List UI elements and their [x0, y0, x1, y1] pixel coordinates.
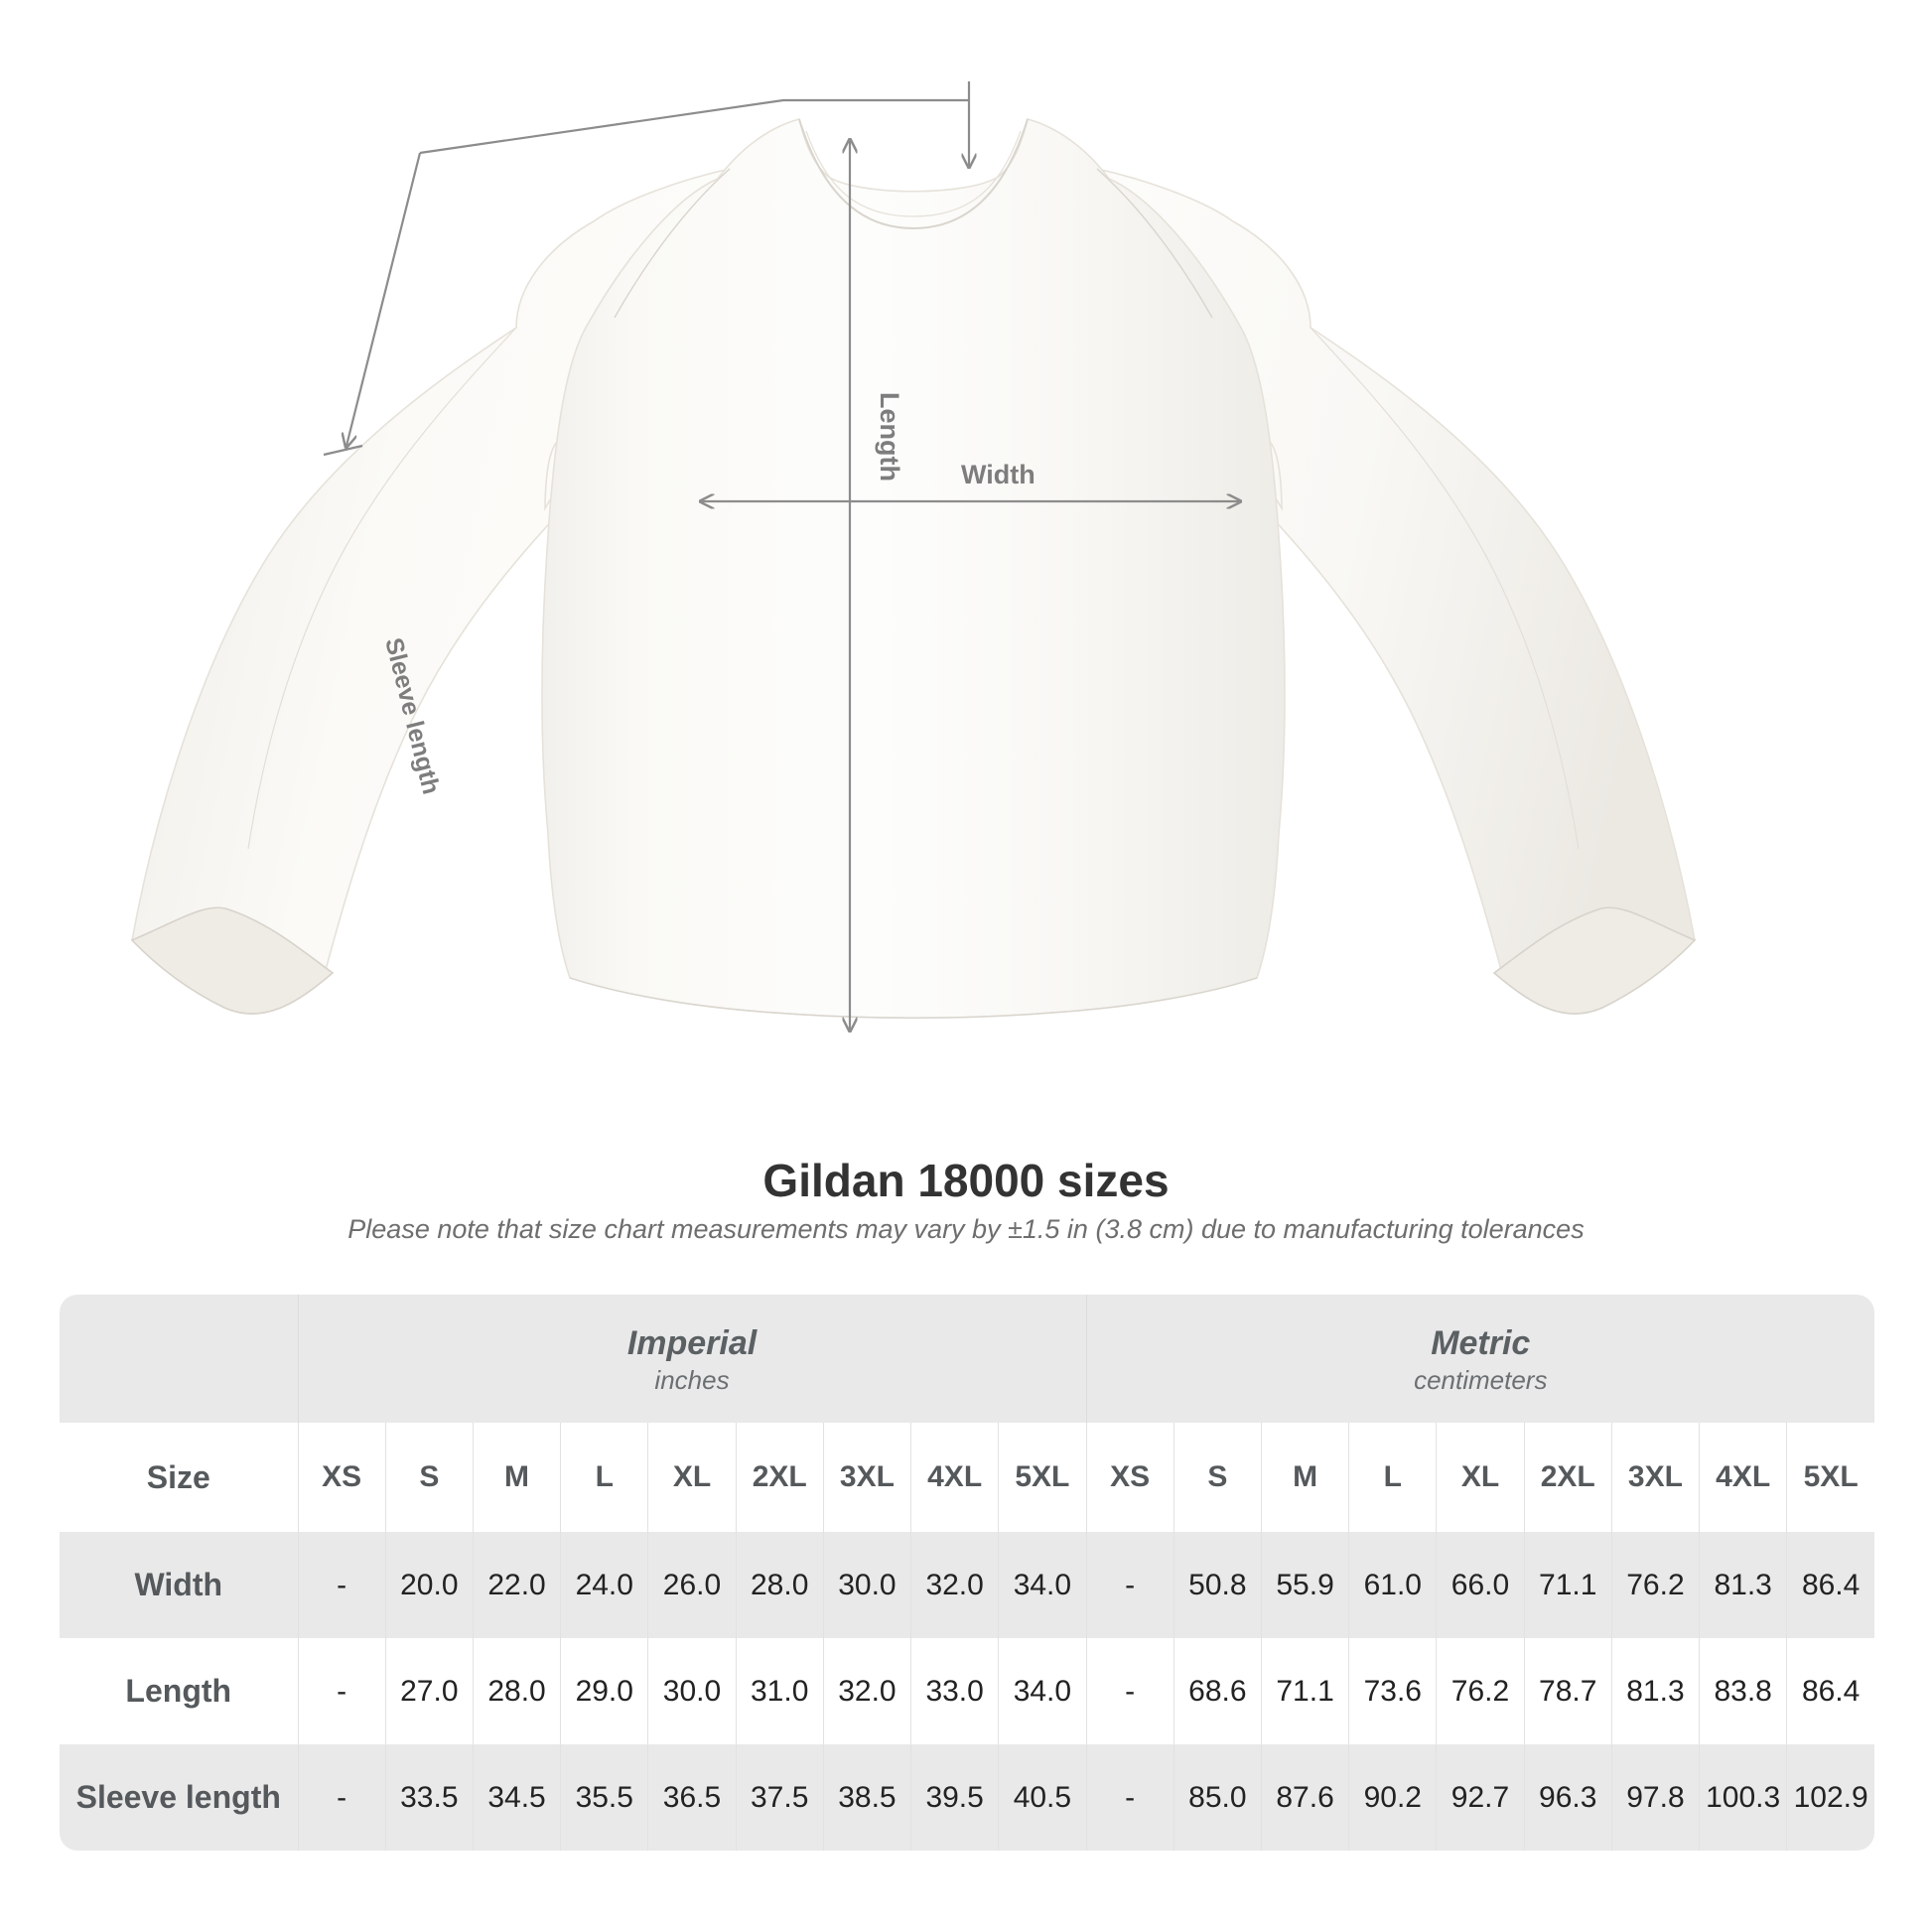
svg-text:Length: Length [875, 392, 904, 482]
svg-text:Width: Width [961, 460, 1035, 489]
